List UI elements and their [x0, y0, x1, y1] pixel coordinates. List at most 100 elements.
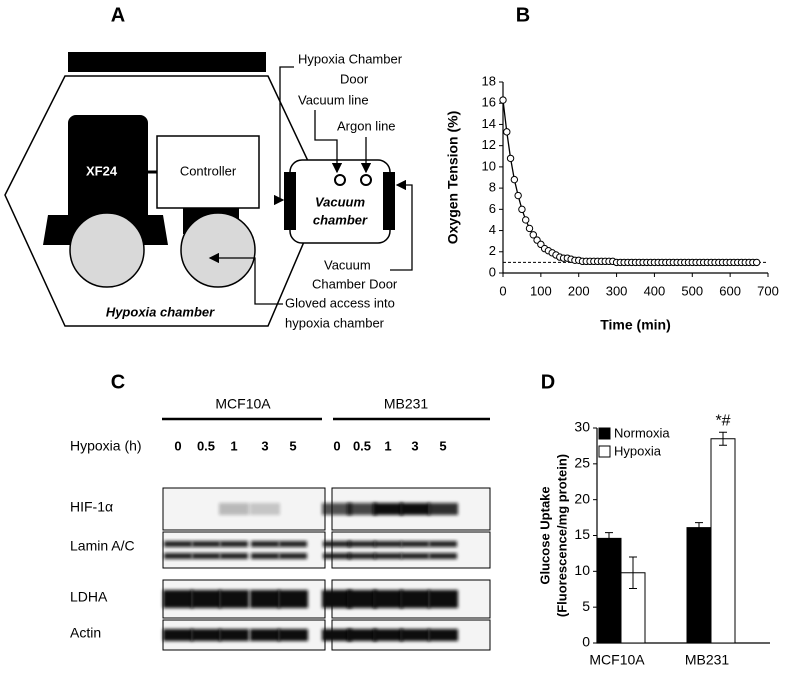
- controller: [156, 135, 260, 209]
- band: [163, 590, 193, 608]
- y-tick-label: 5: [582, 598, 590, 614]
- y-tick-label: 10: [574, 562, 590, 578]
- y-tick-label: 0: [489, 264, 496, 279]
- marker: [525, 224, 534, 233]
- x-tick-label: 400: [644, 283, 666, 298]
- group-label: MB231: [384, 396, 429, 412]
- x-tick-label: 700: [757, 283, 779, 298]
- band: [163, 629, 193, 641]
- band: [251, 541, 279, 547]
- panel-label: A: [111, 4, 125, 26]
- panel-label: B: [516, 4, 530, 26]
- timepoint-label: 1: [384, 438, 391, 453]
- band: [323, 541, 351, 547]
- x-tick-label: 0: [499, 283, 506, 298]
- controller-label: Controller: [180, 163, 237, 178]
- band: [374, 541, 402, 547]
- y-axis-label: (Fluorescence/mg protein): [554, 454, 569, 617]
- line: [502, 99, 757, 264]
- y-tick-label: 30: [574, 419, 590, 435]
- marker: [529, 231, 537, 239]
- blot-membrane: [331, 619, 491, 651]
- band: [347, 503, 377, 515]
- legend-swatch: [598, 427, 611, 440]
- band: [400, 503, 430, 515]
- xf24: [43, 115, 168, 245]
- callout: Vacuum: [324, 257, 371, 272]
- band: [250, 629, 280, 641]
- band: [279, 553, 307, 559]
- lid: [68, 52, 266, 72]
- band: [373, 590, 403, 608]
- marker: [499, 96, 507, 104]
- y-tick-label: 14: [482, 116, 496, 131]
- band: [220, 541, 248, 547]
- timepoint-label: 0.5: [197, 438, 215, 453]
- callout: Hypoxia Chamber: [298, 51, 403, 66]
- band: [278, 629, 308, 641]
- timepoint-label: 5: [289, 438, 296, 453]
- timepoint-label: 0.5: [353, 438, 371, 453]
- band: [348, 541, 376, 547]
- callout: Chamber Door: [312, 276, 398, 291]
- band: [347, 629, 377, 641]
- marker: [522, 216, 530, 224]
- error-bar: [695, 522, 703, 534]
- band: [428, 503, 458, 515]
- vacuum-chamber-label: Vacuum: [315, 194, 366, 209]
- band: [250, 503, 280, 515]
- legend-label: Hypoxia: [614, 443, 662, 458]
- bar: [596, 537, 622, 644]
- bar: [710, 438, 736, 644]
- band: [278, 590, 308, 608]
- band: [400, 629, 430, 641]
- timepoint-label: 3: [411, 438, 418, 453]
- band: [347, 590, 377, 608]
- glove-port: [180, 212, 256, 288]
- x-tick-label: MCF10A: [589, 652, 645, 668]
- band: [429, 553, 457, 559]
- legend-label: Normoxia: [614, 425, 670, 440]
- x-tick-label: 100: [530, 283, 552, 298]
- group-label: MCF10A: [215, 396, 271, 412]
- vacuum-chamber-label: chamber: [313, 212, 368, 227]
- y-tick-label: 20: [574, 490, 590, 506]
- band: [373, 503, 403, 515]
- band: [322, 629, 352, 641]
- timepoint-label: 3: [261, 438, 268, 453]
- marker: [506, 154, 515, 163]
- error-bar: [629, 556, 637, 590]
- y-tick-label: 25: [574, 455, 590, 471]
- band: [374, 553, 402, 559]
- callout: Gloved access into: [285, 295, 395, 310]
- callout: Argon line: [337, 118, 396, 133]
- marker: [510, 175, 519, 184]
- y-tick-label: 6: [489, 201, 496, 216]
- timepoint-label: 0: [333, 438, 340, 453]
- annotation: *#: [715, 413, 730, 430]
- band: [401, 541, 429, 547]
- western-blot: MCF10A MB231 Hypoxia (h): [70, 396, 490, 454]
- y-tick-label: 15: [574, 526, 590, 542]
- band: [279, 541, 307, 547]
- callout: Door: [340, 71, 369, 86]
- panel-label: C: [111, 371, 125, 393]
- row-label: Actin: [70, 625, 101, 641]
- x-axis-label: Time (min): [600, 317, 671, 333]
- band: [323, 553, 351, 559]
- legend-swatch: [598, 445, 611, 458]
- y-tick-label: 16: [482, 95, 496, 110]
- bar: [686, 527, 712, 644]
- x-tick-label: MB231: [685, 652, 730, 668]
- marker: [752, 258, 761, 267]
- y-tick-label: 18: [482, 73, 496, 88]
- hypoxia-chamber-label: Hypoxia chamber: [106, 304, 215, 319]
- x-tick-label: 300: [606, 283, 628, 298]
- y-tick-label: 0: [582, 634, 590, 650]
- band: [191, 629, 221, 641]
- row-label: HIF-1α: [70, 499, 113, 515]
- callout: hypoxia chamber: [285, 315, 385, 330]
- condition-label: Hypoxia (h): [70, 438, 142, 454]
- band: [429, 541, 457, 547]
